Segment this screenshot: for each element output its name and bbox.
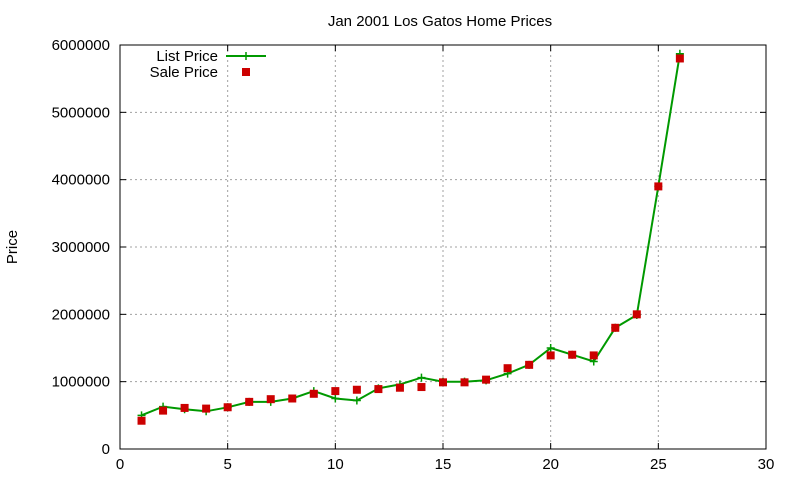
gridlines — [120, 45, 766, 449]
list-price-point — [546, 344, 555, 352]
legend: List Price Sale Price — [150, 48, 266, 81]
x-tick-label: 15 — [435, 456, 452, 473]
legend-label-list-price: List Price — [156, 48, 218, 65]
x-tick-label: 0 — [116, 456, 124, 473]
sale-price-point — [223, 403, 232, 412]
x-tick-label: 20 — [542, 456, 559, 473]
sale-price-point — [632, 310, 641, 319]
plot-frame — [119, 44, 767, 450]
sale-price-point — [568, 350, 577, 359]
y-axis-label: Price — [4, 230, 21, 264]
sale-price-point — [654, 182, 663, 191]
y-tick-label: 6000000 — [52, 37, 110, 54]
legend-marker-sale-price — [242, 68, 250, 76]
sale-price-point — [309, 389, 318, 398]
x-tick-label: 25 — [650, 456, 667, 473]
list-price-point — [331, 394, 340, 403]
chart-title: Jan 2001 Los Gatos Home Prices — [328, 13, 552, 30]
sale-price-point — [202, 404, 211, 413]
list-price-line — [141, 53, 681, 417]
y-tick-label: 0 — [102, 441, 110, 458]
sale-price-point — [482, 375, 491, 384]
sale-price-point — [675, 54, 684, 63]
sale-price-point — [180, 403, 189, 412]
sale-price-point — [546, 351, 555, 360]
sale-price-point — [525, 360, 534, 369]
sale-price-point — [439, 378, 447, 387]
y-tick-label: 5000000 — [52, 104, 110, 121]
sale-price-point — [417, 383, 426, 392]
sale-price-point — [589, 351, 598, 360]
y-tick-label: 4000000 — [52, 172, 110, 189]
y-tick-label: 1000000 — [52, 374, 110, 391]
legend-label-sale-price: Sale Price — [150, 64, 218, 81]
sale-price-point — [159, 406, 168, 415]
sale-price-point — [331, 387, 340, 396]
sale-price-point — [503, 364, 512, 373]
legend-marker-list-price — [242, 52, 250, 60]
list-price-point — [417, 373, 426, 382]
x-tick-label: 5 — [223, 456, 231, 473]
sale-price-point — [352, 385, 361, 394]
sale-price-point — [611, 323, 620, 332]
x-tick-label: 30 — [758, 456, 775, 473]
sale-price-point — [395, 383, 404, 392]
y-tick-label: 2000000 — [52, 306, 110, 323]
list-price-point — [352, 396, 361, 405]
sale-price-point — [288, 394, 297, 403]
sale-price-point — [460, 378, 469, 387]
sale-price-point — [245, 397, 254, 406]
y-tick-label: 3000000 — [52, 239, 110, 256]
sale-price-point — [137, 416, 146, 425]
sale-price-point — [266, 395, 275, 404]
sale-price-point — [374, 385, 383, 394]
series-group — [137, 49, 684, 425]
x-tick-label: 10 — [327, 456, 344, 473]
